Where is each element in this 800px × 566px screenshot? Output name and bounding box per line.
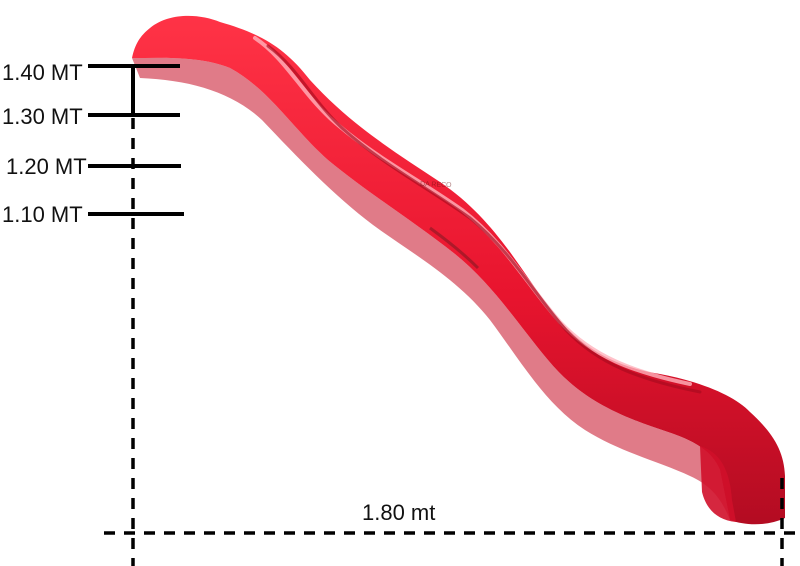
width-label: 1.80 mt bbox=[362, 500, 435, 525]
reference-lines bbox=[104, 118, 800, 566]
slide-body bbox=[132, 15, 785, 525]
height-label-4: 1.10 MT bbox=[2, 202, 83, 227]
height-label-2: 1.30 MT bbox=[2, 104, 83, 129]
height-label-1: 1.40 MT bbox=[2, 60, 83, 85]
slide-rim-highlight bbox=[253, 36, 692, 386]
slide-watermark: DA RECO bbox=[420, 181, 452, 189]
red-slide: DA RECO bbox=[132, 15, 785, 525]
slide-rim-shadow bbox=[266, 44, 702, 394]
slide-underside bbox=[429, 226, 480, 270]
slide-exit-foot bbox=[700, 446, 736, 522]
height-scale: 1.40 MT 1.30 MT 1.20 MT 1.10 MT bbox=[2, 60, 184, 227]
slide-side-wall bbox=[132, 57, 730, 520]
height-label-3: 1.20 MT bbox=[6, 154, 87, 179]
